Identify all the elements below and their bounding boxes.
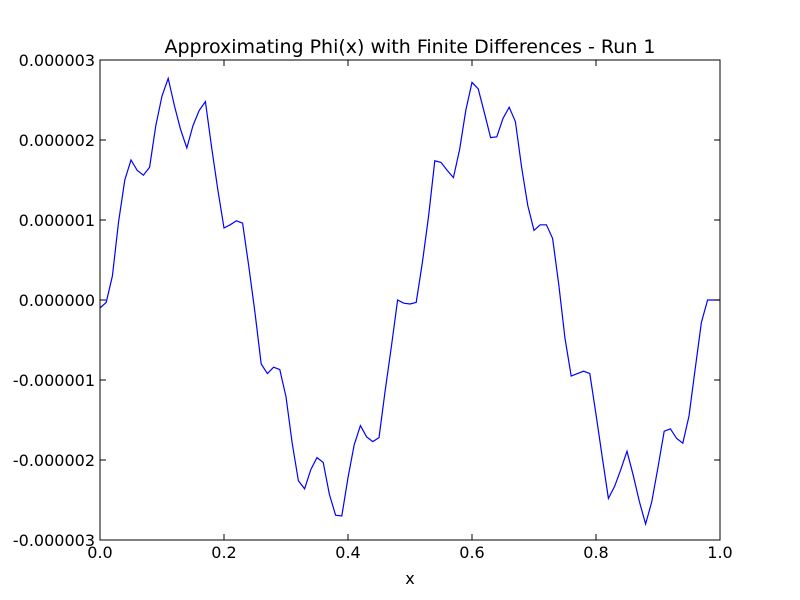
plot-background <box>100 60 720 540</box>
plot-area <box>99 60 720 540</box>
y-tick-label: 0.000000 <box>19 291 95 310</box>
chart-title: Approximating Phi(x) with Finite Differe… <box>164 36 655 58</box>
x-tick-label: 0.6 <box>459 543 484 562</box>
x-tick-label: 0.4 <box>335 543 360 562</box>
y-tick-label: 0.000003 <box>19 51 95 70</box>
y-tick-label: 0.000001 <box>19 211 95 230</box>
x-axis-label: x <box>405 569 414 588</box>
series-line <box>99 76 720 527</box>
y-tick-label: -0.000001 <box>13 371 95 390</box>
x-tick-label: 0.2 <box>211 543 236 562</box>
x-tick-label: 0.8 <box>583 543 608 562</box>
x-axis: 0.0 0.2 0.4 0.6 0.8 1.0 <box>87 60 733 562</box>
y-tick-label: -0.000002 <box>13 451 95 470</box>
x-tick-label: 0.0 <box>87 543 112 562</box>
x-tick-label: 1.0 <box>707 543 732 562</box>
y-tick-label: -0.000003 <box>13 531 95 550</box>
y-axis: 0.000003 0.000002 0.000001 0.000000 -0.00000… <box>13 51 720 550</box>
y-tick-label: 0.000002 <box>19 131 95 150</box>
